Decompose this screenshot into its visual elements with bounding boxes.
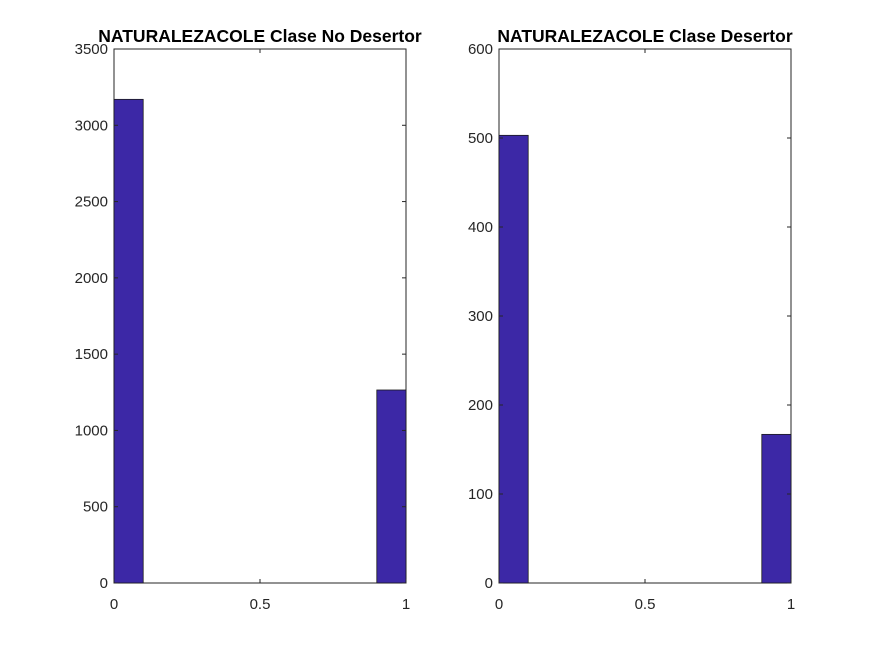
left-bar-0 <box>113 98 144 584</box>
right-chart-title: NATURALEZACOLE Clase Desertor <box>497 26 792 46</box>
right-bar-1 <box>761 433 792 584</box>
right-y-tick-label-6: 600 <box>468 41 493 58</box>
right-y-tick-label-5: 500 <box>468 130 493 147</box>
right-y-tick-label-0: 0 <box>485 575 493 592</box>
left-y-tick-label-6: 3000 <box>75 117 108 134</box>
right-y-tick-label-1: 100 <box>468 486 493 503</box>
right-ticks <box>498 48 792 584</box>
right-x-tick-label-1: 0.5 <box>635 596 656 613</box>
left-x-tick-label-2: 1 <box>402 596 410 613</box>
left-ticks <box>113 48 407 584</box>
left-x-tick-labels: 0 0.5 1 <box>110 596 410 613</box>
left-y-tick-label-2: 1000 <box>75 422 108 439</box>
right-y-tick-label-3: 300 <box>468 308 493 325</box>
right-bars <box>498 134 792 584</box>
left-y-tick-labels: 0 500 1000 1500 2000 2500 3000 3500 <box>75 41 108 592</box>
left-y-tick-label-0: 0 <box>100 575 108 592</box>
left-bar-1 <box>376 389 407 584</box>
right-y-tick-label-4: 400 <box>468 219 493 236</box>
left-x-tick-label-1: 0.5 <box>250 596 271 613</box>
left-axes-box <box>113 48 407 584</box>
left-y-tick-label-1: 500 <box>83 499 108 516</box>
left-x-tick-label-0: 0 <box>110 596 118 613</box>
right-x-tick-label-0: 0 <box>495 596 503 613</box>
right-x-tick-labels: 0 0.5 1 <box>495 596 795 613</box>
left-y-tick-label-7: 3500 <box>75 41 108 58</box>
left-bars <box>113 98 407 584</box>
right-y-tick-labels: 0 100 200 300 400 500 600 <box>468 41 493 592</box>
right-bar-0 <box>498 134 529 584</box>
left-y-tick-label-3: 1500 <box>75 346 108 363</box>
left-y-tick-label-5: 2500 <box>75 194 108 211</box>
right-x-tick-label-2: 1 <box>787 596 795 613</box>
left-y-tick-label-4: 2000 <box>75 270 108 287</box>
left-chart-title: NATURALEZACOLE Clase No Desertor <box>98 26 422 46</box>
right-axes-box <box>498 48 792 584</box>
right-y-tick-label-2: 200 <box>468 397 493 414</box>
